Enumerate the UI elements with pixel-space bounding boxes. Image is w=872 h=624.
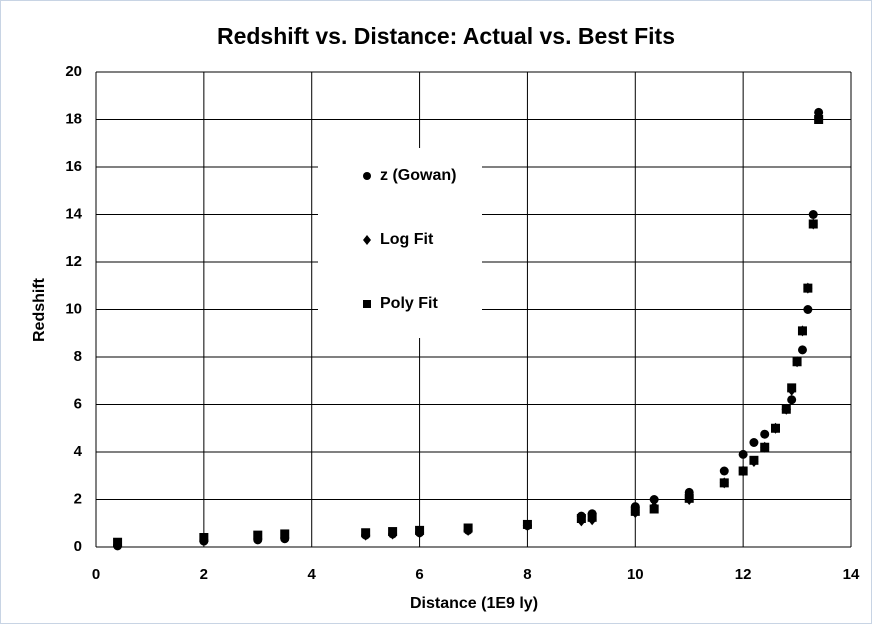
point xyxy=(738,449,748,459)
y-axis-label: Redshift xyxy=(31,277,48,342)
y-tick-label: 6 xyxy=(74,395,82,412)
y-tick-label: 12 xyxy=(65,253,82,270)
x-tick-label: 12 xyxy=(735,566,752,583)
legend-marker xyxy=(363,300,371,308)
point xyxy=(587,512,597,522)
x-tick-label: 10 xyxy=(627,566,644,583)
point xyxy=(787,395,797,405)
legend-marker xyxy=(363,235,371,245)
point xyxy=(781,404,791,414)
chart-title: Redshift vs. Distance: Actual vs. Best F… xyxy=(217,23,675,49)
y-tick-label: 8 xyxy=(74,348,82,365)
point xyxy=(760,429,770,439)
point xyxy=(649,495,659,504)
point xyxy=(415,525,425,535)
x-tick-label: 14 xyxy=(843,566,860,583)
point xyxy=(760,442,770,452)
point xyxy=(280,529,290,539)
x-tick-label: 2 xyxy=(200,566,208,583)
point xyxy=(463,523,473,533)
y-tick-label: 16 xyxy=(65,158,82,175)
y-tick-label: 10 xyxy=(65,300,82,317)
y-tick-label: 14 xyxy=(65,205,82,222)
point xyxy=(738,466,748,476)
point xyxy=(814,115,824,124)
point xyxy=(797,345,807,355)
point xyxy=(253,530,263,540)
point xyxy=(522,519,532,529)
y-tick-label: 20 xyxy=(65,63,82,80)
legend-marker xyxy=(363,172,371,180)
y-tick-label: 0 xyxy=(74,538,82,555)
point xyxy=(803,283,813,293)
x-tick-label: 4 xyxy=(308,566,317,583)
point xyxy=(808,210,818,219)
point xyxy=(719,466,729,476)
point xyxy=(361,528,371,538)
point xyxy=(113,537,123,547)
legend-label: Log Fit xyxy=(380,231,434,248)
point xyxy=(803,305,813,314)
point xyxy=(749,455,759,465)
y-tick-label: 2 xyxy=(74,490,82,507)
legend-box xyxy=(318,148,482,338)
point xyxy=(792,357,802,367)
point xyxy=(576,514,586,523)
legend-label: Poly Fit xyxy=(380,295,438,312)
x-tick-label: 6 xyxy=(415,566,423,583)
x-tick-label: 0 xyxy=(92,566,100,583)
point xyxy=(749,438,759,447)
point xyxy=(797,326,807,336)
point xyxy=(388,527,398,537)
point xyxy=(719,478,729,488)
point xyxy=(787,383,797,393)
x-axis-label: Distance (1E9 ly) xyxy=(410,595,538,612)
point xyxy=(630,506,640,516)
point xyxy=(771,423,780,433)
point xyxy=(808,219,818,229)
point xyxy=(649,504,659,514)
legend-label: z (Gowan) xyxy=(380,167,456,184)
y-tick-label: 18 xyxy=(65,110,82,127)
y-tick-label: 4 xyxy=(74,443,83,460)
x-tick-label: 8 xyxy=(523,566,531,583)
point xyxy=(684,493,694,503)
point xyxy=(199,533,209,542)
